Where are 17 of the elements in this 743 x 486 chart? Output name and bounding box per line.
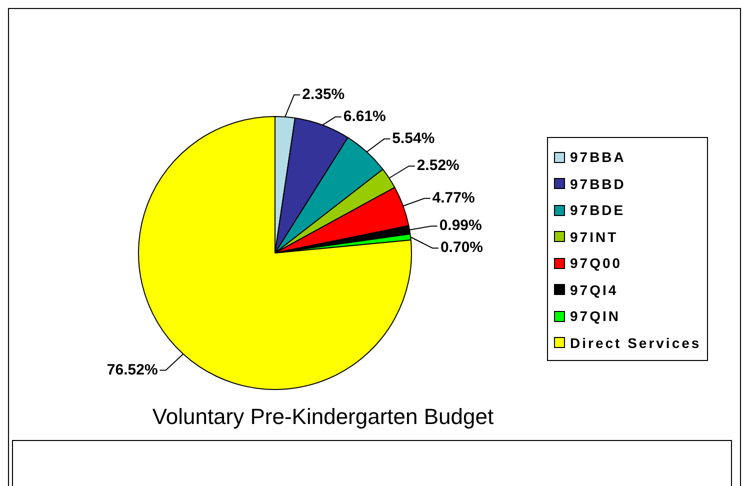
data-label: 76.52% bbox=[106, 361, 158, 378]
data-label: 4.77% bbox=[432, 190, 475, 207]
legend-label: 97BBA bbox=[570, 149, 626, 166]
data-label: 5.54% bbox=[392, 130, 435, 148]
data-label: 2.35% bbox=[302, 86, 345, 104]
legend-label: 97QIN bbox=[570, 308, 620, 324]
legend-label: 97BBD bbox=[570, 176, 626, 192]
legend-label: 97Q00 bbox=[570, 255, 622, 272]
data-label: 6.61% bbox=[343, 108, 386, 126]
legend-label: 97INT bbox=[570, 228, 618, 245]
text: Voluntary Pre-Kindergarten Budget bbox=[151, 404, 495, 430]
legend-label: Direct Services bbox=[570, 334, 702, 351]
data-label: 2.52% bbox=[416, 157, 460, 174]
legend-label: 97QI4 bbox=[570, 282, 618, 298]
data-label: 0.70% bbox=[440, 239, 484, 256]
data-label: 0.99% bbox=[439, 217, 482, 234]
legend-label: 97BDE bbox=[570, 202, 626, 218]
